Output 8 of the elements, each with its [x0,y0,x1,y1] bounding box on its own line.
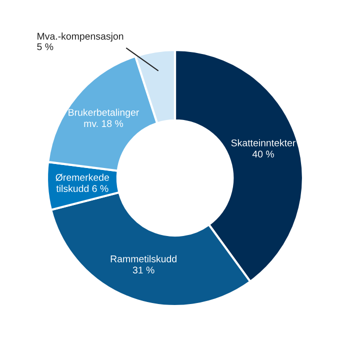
data-label: 5 % [37,43,54,50]
slice-label: Skatteinntekter [231,139,296,146]
data-label: 40 % [252,150,274,158]
slice-label: Rammetilskudd [110,255,176,262]
slice-label: Brukerbetalinger mv. 18 % [68,108,140,128]
slice-label: Mva.-kompensasjon [38,32,124,42]
data-label: 31 % [132,266,154,274]
slice-label: Øremerkede tilskudd 6 % [56,174,109,192]
